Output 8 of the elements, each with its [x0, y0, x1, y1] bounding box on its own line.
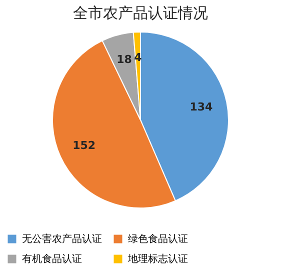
data-label: 134 — [190, 100, 214, 114]
chart-title: 全市农产品认证情况 — [73, 4, 208, 22]
data-label: 18 — [116, 53, 132, 66]
legend-label: 绿色食品认证 — [128, 233, 188, 245]
legend-label: 地理标志认证 — [127, 253, 188, 265]
legend-label: 无公害农产品认证 — [22, 233, 102, 245]
data-label: 152 — [72, 138, 96, 152]
legend-label: 有机食品认证 — [22, 253, 82, 265]
